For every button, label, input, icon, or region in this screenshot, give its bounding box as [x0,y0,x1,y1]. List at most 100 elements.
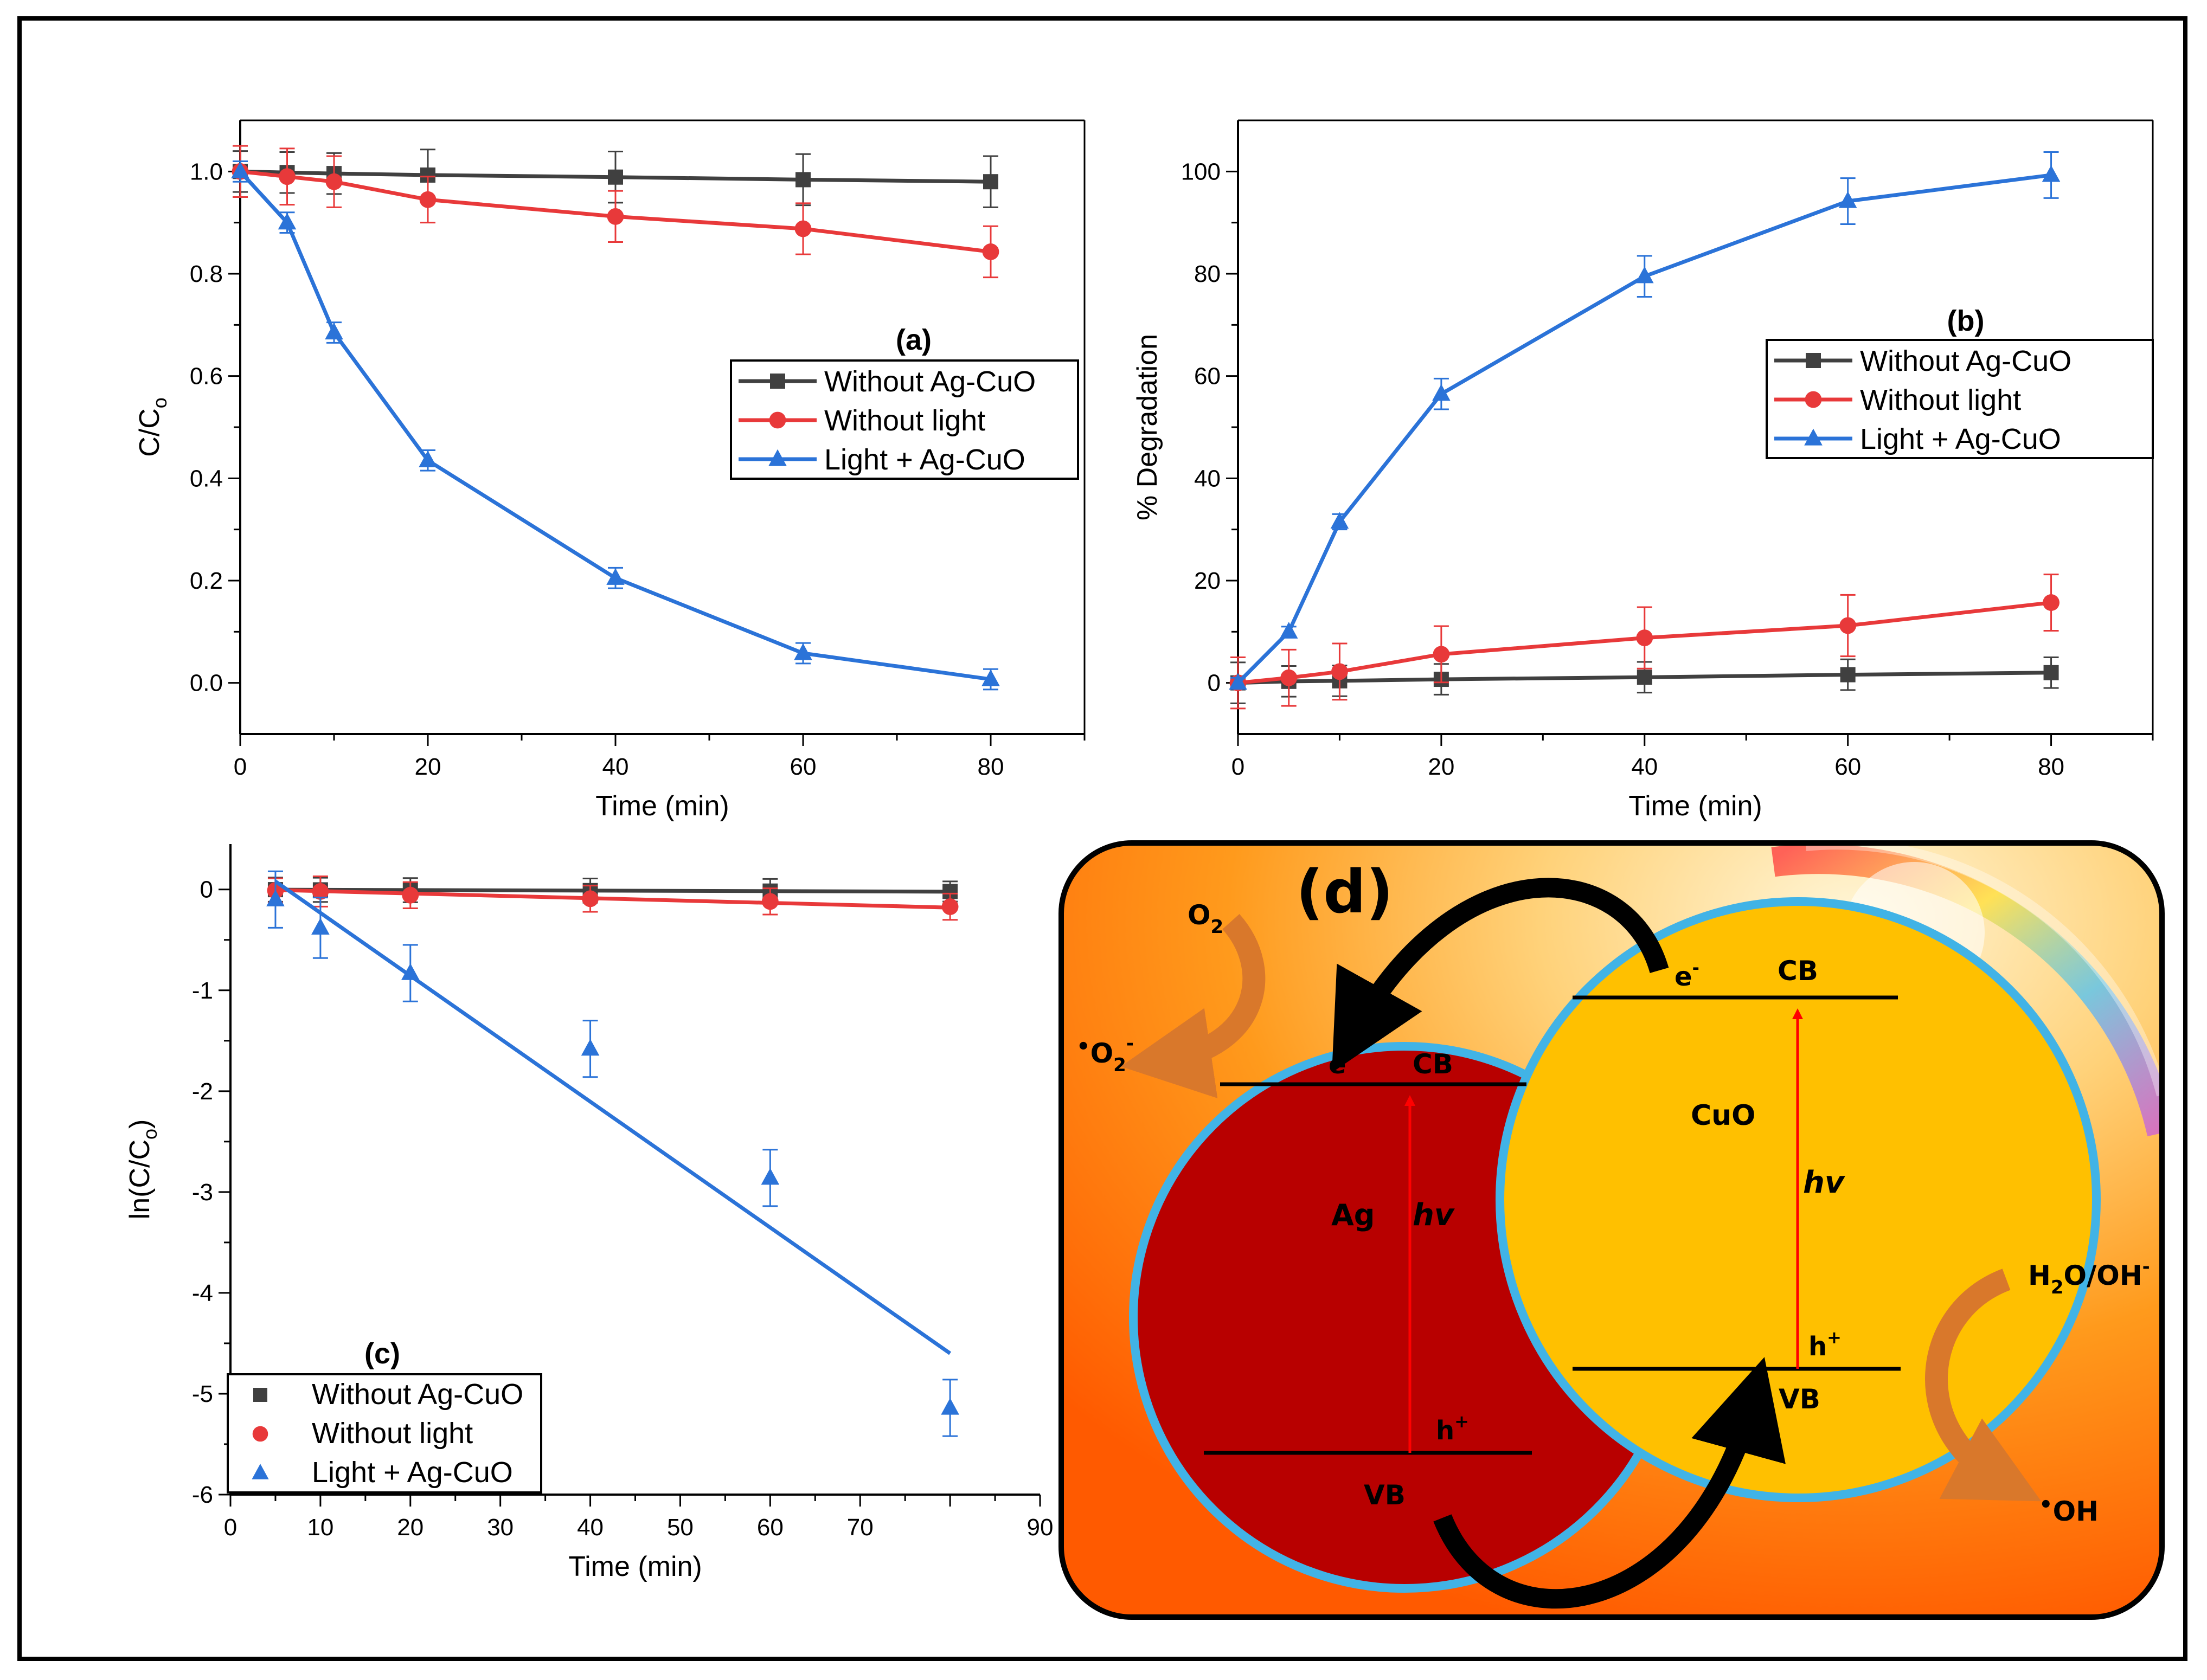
legend-entry-label: Without light [312,1417,473,1450]
data-point [1840,667,1856,683]
y-tick-label: 0.4 [190,465,223,492]
chart-panel-c: 0 10 20 30 40 50 60 70 90 0 -1 -2 -3 -4 -5 -6 Time (min)… [124,844,1053,1582]
legend-marker [1806,353,1821,368]
x-tick-label: 0 [224,1514,237,1541]
legend-entry-label: Without Ag-CuO [312,1378,523,1411]
o2-label: O2 [1188,899,1223,938]
y-tick-label: 100 [1181,158,1221,185]
x-tick-label: 10 [307,1514,333,1541]
data-point [1635,266,1654,284]
cuo-hv-label: hv [1803,1165,1845,1200]
ag-vb-label: VB [1364,1479,1406,1511]
data-point [1229,673,1247,690]
ag-electron-label: e- [1329,1045,1353,1080]
series-without-light [267,876,959,921]
data-point [1279,622,1298,639]
y-axis-label: ln(C/Co) [124,1119,161,1220]
ag-hv-label: hv [1413,1198,1455,1233]
x-tick-label: 40 [1631,754,1658,780]
superoxide-label: •O2- [1076,1033,1134,1076]
chart-panel-a: 0 20 40 60 80 0.0 0.2 0.4 0.6 0.8 1.0 Time (min) C/C… [134,119,1086,822]
fit-line [274,879,952,1355]
x-tick-label: 0 [234,754,247,780]
data-point [1433,646,1450,663]
data-point [279,168,296,185]
cuo-cb-label: CB [1778,955,1818,987]
y-axis-label: % Degradation [1132,334,1163,520]
data-point [794,220,812,237]
data-point [1432,384,1451,401]
legend-marker [1805,391,1822,408]
y-tick-label: 0 [1208,670,1221,697]
y-tick-label: -5 [192,1381,213,1407]
panel-label: (b) [1947,305,1985,337]
data-point [1839,617,1857,634]
legend-entry-label: Light + Ag-CuO [824,443,1025,476]
data-point [606,568,625,585]
y-tick-label: -3 [192,1179,213,1206]
x-tick-label: 90 [1027,1514,1054,1541]
electron-transfer-arrow [1332,878,1669,1073]
x-tick-label: 60 [757,1514,784,1541]
x-tick-label: 50 [667,1514,694,1541]
ag-label: Ag [1331,1198,1375,1232]
data-point [2043,594,2060,611]
data-point [794,643,812,660]
x-tick-label: 20 [397,1514,424,1541]
y-tick-label: 0 [200,877,213,903]
water-label: H2O/OH- [2028,1256,2150,1298]
x-tick-label: 60 [1834,754,1861,780]
mechanism-diagram-d: (d) e- CB Ag hv h+ VB e- CB CuO hv h+ VB… [1058,840,2165,1620]
data-point [402,886,419,904]
x-tick-label: 20 [1428,754,1454,780]
data-point [1280,669,1298,686]
o2-reduction-arrow [1120,914,1266,1098]
data-point [278,213,297,230]
legend-marker [1804,428,1823,446]
data-point [582,890,599,907]
y-tick-label: 80 [1194,261,1221,287]
data-point [607,208,624,225]
y-tick-label: 0.0 [190,670,223,697]
legend-marker [252,1426,268,1442]
data-point [311,918,330,935]
legend-entry-label: Light + Ag-CuO [312,1456,513,1489]
data-point [608,169,623,185]
y-tick-label: 60 [1194,363,1221,390]
y-tick-label: 0.2 [190,568,223,594]
y-tick-label: -2 [192,1078,213,1105]
data-point [795,172,811,188]
data-point [941,898,959,915]
legend: Without Ag-CuO Without light Light + Ag-Cu… [227,1373,542,1494]
light-arc [1805,843,2162,1097]
data-point [325,323,343,340]
legend-marker [770,374,785,389]
data-point [266,890,285,906]
legend: Without Ag-CuO Without light Light + Ag-Cu… [730,359,1079,480]
data-point [1330,512,1349,529]
data-point [941,1398,959,1415]
legend-entry-label: Without light [824,404,985,437]
y-tick-label: 0.8 [190,261,223,287]
hydroxyl-label: •OH [2039,1492,2099,1527]
data-point [761,1168,780,1185]
data-point [981,669,1000,686]
x-tick-label: 80 [978,754,1004,780]
y-tick-label: 0.6 [190,363,223,390]
cuo-vb-label: VB [1779,1383,1820,1415]
data-point [581,1039,600,1056]
x-axis-label: Time (min) [568,1551,702,1582]
panel-label: (a) [896,324,932,356]
ag-cb-label: CB [1413,1048,1453,1080]
panel-label: (c) [364,1337,400,1370]
data-point [325,173,343,190]
series-without-light [232,145,999,279]
series-light-ag-cuo [1229,151,2061,690]
series-without-light [1229,574,2060,710]
y-tick-label: 1.0 [190,158,223,185]
data-point [1331,663,1348,680]
legend-entry-label: Without Ag-CuO [1860,345,2071,377]
legend-entry-label: Without light [1860,384,2021,416]
